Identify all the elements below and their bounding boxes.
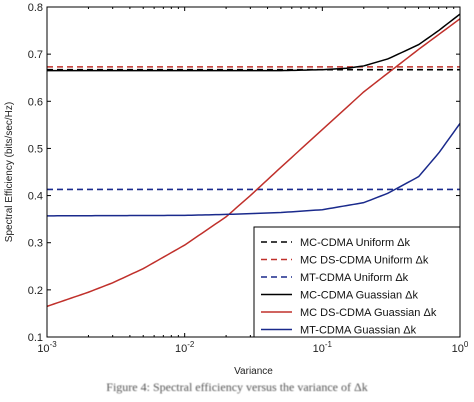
y-tick-label: 0.6 [28, 96, 43, 108]
series-line-4 [46, 18, 461, 308]
y-tick-label: 0.3 [28, 238, 43, 250]
x-tick-label: 100 [452, 340, 469, 355]
legend-entry-3: MC-CDMA Guassian Δk [300, 290, 418, 302]
y-tick-label: 0.7 [28, 49, 43, 61]
x-tick-label: 10-3 [37, 340, 57, 355]
series-layer [46, 13, 461, 308]
y-tick-label: 0.8 [28, 2, 43, 14]
x-axis-label: Variance [234, 366, 273, 377]
legend-entry-0: MC-CDMA Uniform Δk [300, 237, 411, 249]
series-line-3 [47, 13, 461, 72]
x-tick-label: 10-1 [313, 340, 333, 355]
y-tick-label: 0.5 [28, 143, 43, 155]
legend-entry-4: MC DS-CDMA Guassian Δk [300, 307, 437, 319]
y-tick-label: 0.2 [28, 285, 43, 297]
x-tick-label: 10-2 [175, 340, 195, 355]
legend-entry-2: MT-CDMA Uniform Δk [300, 272, 409, 284]
legend-entry-1: MC DS-CDMA Uniform Δk [300, 255, 429, 267]
y-axis-label: Spectral Efficiency (bits/sec/Hz) [4, 102, 15, 242]
legend: MC-CDMA Uniform Δk MC DS-CDMA Uniform Δk M… [253, 226, 461, 338]
spectral-efficiency-chart: 0.10.20.30.40.50.60.70.810-3 10-2 10-1 100 … [4, 2, 469, 377]
ticks-layer: 0.1 0.2 0.3 0.4 0.5 0.6 0.7 0.8 10-3 10-2 10-1 100 [28, 2, 469, 355]
series-line-5 [46, 123, 461, 217]
y-tick-label: 0.4 [28, 191, 43, 203]
legend-box [253, 226, 461, 338]
figure-caption: Figure 4: Spectral efficiency versus the… [106, 380, 368, 394]
y-tick-label: 0.1 [28, 332, 43, 344]
legend-entry-5: MT-CDMA Guassian Δk [300, 325, 417, 337]
